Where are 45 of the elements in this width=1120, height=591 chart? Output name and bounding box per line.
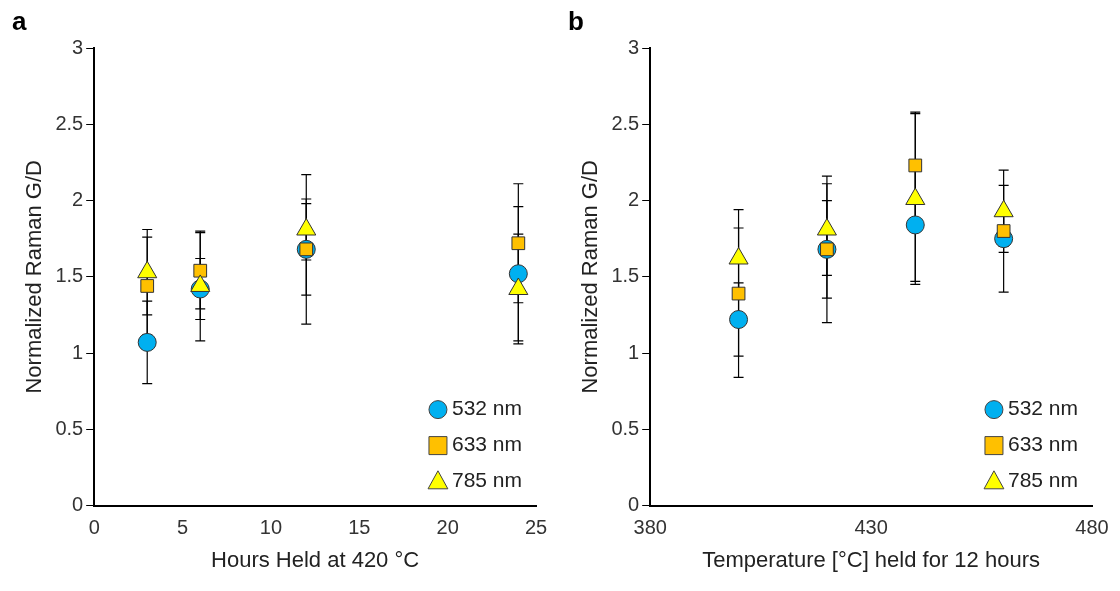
y-tick-label: 0.5 [55, 416, 84, 439]
x-tick-label: 480 [1075, 516, 1109, 539]
x-tick-label: 10 [259, 516, 283, 539]
point [905, 215, 925, 235]
x-tick-label: 5 [177, 516, 189, 539]
y-tick-label: 1 [628, 340, 640, 363]
point [908, 158, 923, 173]
y-tick-label: 0 [72, 493, 84, 516]
x-tick-label: 25 [524, 516, 548, 539]
point [511, 236, 526, 251]
y-tick-label: 0 [628, 493, 640, 516]
legend-label: 633 nm [1007, 432, 1078, 456]
y-tick-label: 2 [72, 188, 84, 211]
x-tick-label: 15 [348, 516, 371, 539]
point [731, 286, 746, 301]
point [137, 332, 157, 352]
y-tick-label: 1.5 [55, 264, 84, 287]
y-tick-label: 1.5 [611, 264, 640, 287]
y-tick-label: 2.5 [55, 111, 84, 134]
x-tick-label: 0 [88, 516, 100, 539]
legend-label: 633 nm [451, 432, 522, 456]
legend-label: 785 nm [451, 468, 522, 492]
y-axis-title: Normalized Raman G/D [21, 160, 47, 394]
legend-label: 785 nm [1007, 468, 1078, 492]
x-axis-title: Hours Held at 420 °C [211, 546, 420, 572]
x-axis-title: Temperature [°C] held for 12 hours [702, 546, 1040, 572]
y-tick-label: 3 [628, 35, 640, 58]
x-tick-label: 430 [854, 516, 888, 539]
y-tick-label: 2 [628, 188, 640, 211]
x-tick-label: 20 [436, 516, 459, 539]
chart-title: b [568, 6, 584, 37]
y-tick-label: 2.5 [611, 111, 640, 134]
point [996, 224, 1011, 238]
legend-label: 532 nm [451, 396, 522, 420]
point [508, 264, 528, 284]
point [140, 279, 155, 293]
point [729, 310, 749, 330]
y-tick-label: 1 [72, 340, 84, 363]
y-axis-title: Normalized Raman G/D [577, 160, 603, 394]
legend-label: 532 nm [1007, 396, 1078, 420]
y-tick-label: 3 [72, 35, 84, 58]
y-tick-label: 0.5 [611, 416, 640, 439]
point [193, 263, 208, 278]
chart-title: a [12, 6, 27, 37]
x-tick-label: 380 [633, 516, 667, 539]
